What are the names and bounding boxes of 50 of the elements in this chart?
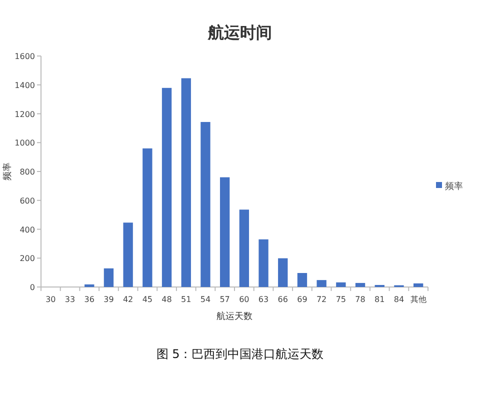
bar xyxy=(316,280,326,287)
x-tick-label: 39 xyxy=(104,295,114,304)
y-tick-label: 400 xyxy=(20,225,35,234)
y-tick-label: 0 xyxy=(30,283,35,292)
bar xyxy=(336,282,346,287)
x-tick-label: 51 xyxy=(181,295,192,304)
x-tick-label: 42 xyxy=(122,295,134,304)
x-tick-label: 66 xyxy=(278,295,288,304)
x-tick-label: 78 xyxy=(355,295,366,304)
bar xyxy=(123,222,133,287)
x-axis-title: 航运天数 xyxy=(216,311,252,322)
x-tick-label: 48 xyxy=(162,295,172,304)
x-tick-label: 其他 xyxy=(410,295,426,304)
y-tick-label: 1600 xyxy=(14,52,35,61)
y-tick-label: 1200 xyxy=(14,110,35,119)
x-tick-label: 63 xyxy=(258,295,269,304)
x-tick-label: 60 xyxy=(239,295,250,304)
bar xyxy=(84,284,94,287)
y-tick-label: 800 xyxy=(20,168,35,176)
x-tick-label: 84 xyxy=(394,295,404,304)
bar xyxy=(142,148,152,287)
x-tick-label: 54 xyxy=(200,295,211,304)
bar xyxy=(413,283,424,287)
bar xyxy=(104,268,114,287)
x-tick-label: 81 xyxy=(374,295,385,304)
x-tick-label: 30 xyxy=(46,295,56,304)
y-axis-title: 频率 xyxy=(2,162,13,180)
x-tick-label: 36 xyxy=(84,295,94,304)
caption: 图 5：巴西到中国港口航运天数 xyxy=(156,347,324,361)
bar xyxy=(278,258,288,287)
bar xyxy=(220,177,230,287)
bar xyxy=(355,282,366,287)
y-tick-label: 1400 xyxy=(14,80,35,90)
y-tick-label: 1000 xyxy=(14,138,35,148)
bar xyxy=(297,272,308,287)
x-tick-label: 72 xyxy=(316,295,327,304)
bar xyxy=(200,122,210,287)
y-tick-label: 200 xyxy=(20,254,35,264)
x-tick-label: 33 xyxy=(64,295,76,304)
x-tick-label: 45 xyxy=(142,295,153,304)
bar xyxy=(181,78,191,287)
bar xyxy=(162,88,172,287)
bar xyxy=(239,210,250,287)
x-tick-label: 69 xyxy=(297,295,308,304)
x-tick-label: 75 xyxy=(336,295,346,304)
bar xyxy=(258,239,268,287)
legend-label: 频率 xyxy=(445,181,463,192)
y-tick-label: 600 xyxy=(20,196,35,206)
x-tick-label: 57 xyxy=(220,295,230,304)
chart-title: 航运时间 xyxy=(207,23,272,42)
